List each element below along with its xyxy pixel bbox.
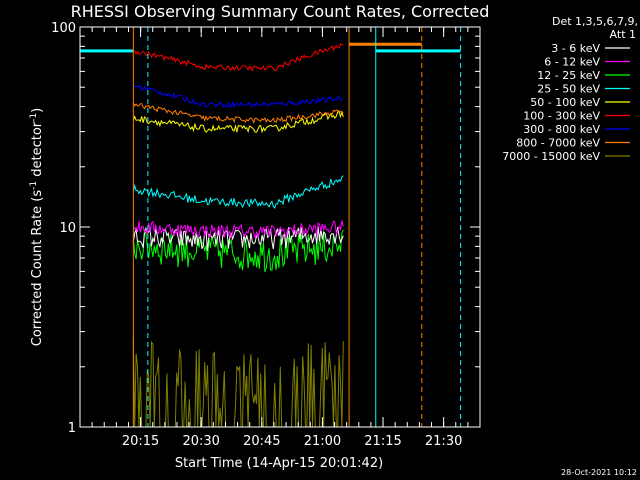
legend-label-4: 50 - 100 keV: [530, 96, 600, 109]
series-line-4: [132, 109, 344, 134]
legend-label-3: 25 - 50 keV: [537, 83, 600, 96]
legend-header-line1: Det 1,3,5,6,7,9,: [552, 15, 638, 28]
legend-header-line2: Att 1: [610, 28, 636, 41]
series-line-1: [132, 220, 344, 239]
legend-label-0: 3 - 6 keV: [551, 42, 600, 55]
series-line-8: [132, 338, 344, 428]
series-line-6: [132, 83, 344, 109]
x-tick-label-1: 20:30: [182, 434, 219, 449]
chart-title: RHESSI Observing Summary Count Rates, Co…: [71, 2, 490, 21]
series-line-7: [132, 102, 344, 124]
axes-layer: 1 10 100 20:15 20:30 20:45 21:00 21:15 21:30: [51, 21, 481, 449]
legend-label-1: 6 - 12 keV: [544, 56, 600, 69]
legend-label-7: 800 - 7000 keV: [516, 137, 600, 150]
y-tick-label-1: 10: [59, 221, 76, 236]
legend-label-2: 12 - 25 keV: [537, 69, 600, 82]
legend-label-6: 300 - 800 keV: [523, 123, 600, 136]
x-tick-label-3: 21:00: [304, 434, 341, 449]
y-tick-label-0: 1: [68, 421, 76, 436]
series-line-5: [133, 43, 344, 72]
data-layer: [79, 27, 462, 428]
legend-label-8: 7000 - 15000 keV: [502, 150, 600, 163]
series-line-2: [132, 229, 344, 273]
y-tick-label-2: 100: [51, 21, 76, 36]
footer-timestamp: 28-Oct-2021 10:12: [561, 468, 637, 477]
series-line-3: [132, 175, 344, 209]
x-axis-label: Start Time (14-Apr-15 20:01:42): [175, 456, 383, 471]
x-tick-label-2: 20:45: [243, 434, 280, 449]
y-axis-label: Corrected Count Rate (s-1 detector-1): [29, 108, 45, 346]
legend-label-5: 100 - 300 keV: [523, 110, 600, 123]
x-tick-label-0: 20:15: [122, 434, 159, 449]
x-tick-label-5: 21:30: [425, 434, 462, 449]
x-tick-label-4: 21:15: [364, 434, 401, 449]
